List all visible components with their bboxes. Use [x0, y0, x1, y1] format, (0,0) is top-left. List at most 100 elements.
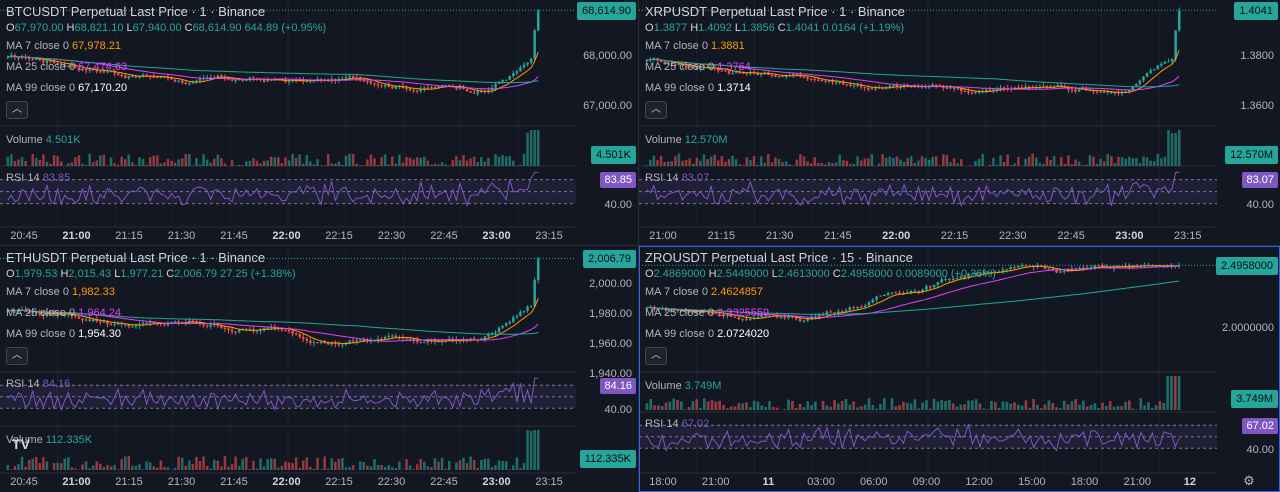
chart-panel-eth[interactable]: ETHUSDT Perpetual Last Price · 1 · Binan…	[0, 246, 638, 492]
volume-bar	[1042, 164, 1045, 166]
ma-legend-row[interactable]: MA 25 close 0 67,474.63	[6, 57, 326, 78]
chart-panel-btc[interactable]: BTCUSDT Perpetual Last Price · 1 · Binan…	[0, 0, 638, 245]
candle-body	[116, 322, 120, 325]
high-value: 2,015.43	[68, 268, 112, 280]
volume-bar	[659, 155, 663, 166]
candle-body	[1013, 267, 1016, 269]
symbol-title[interactable]: XRPUSDT Perpetual Last Price · 1 · Binan…	[645, 4, 905, 19]
symbol-title[interactable]: ZROUSDT Perpetual Last Price · 15 · Bina…	[645, 250, 913, 265]
chevron-up-icon[interactable]: ︿	[645, 101, 667, 119]
volume-bar	[706, 401, 710, 410]
time-axis[interactable]: 21:00 21:15 21:30 21:45 22:00 22:15 22:30 22:45…	[639, 230, 1217, 244]
ma-legend-row[interactable]: MA 7 close 0 2.4624857	[645, 282, 996, 303]
volume-bar	[725, 408, 729, 410]
candle-body	[6, 56, 10, 58]
chevron-up-icon[interactable]: ︿	[6, 347, 28, 365]
candle-body	[351, 340, 355, 342]
candle-body	[963, 91, 967, 93]
volume-bar	[1174, 132, 1177, 166]
ma-legend-row[interactable]: MA 7 close 0 1,982.33	[6, 282, 296, 303]
ma-legend-row[interactable]: MA 7 close 0 1.3881	[645, 36, 905, 57]
volume-bar	[401, 162, 405, 166]
time-axis[interactable]: 20:45 21:00 21:15 21:30 21:45 22:00 22:15 22:30…	[0, 230, 576, 244]
chevron-up-icon[interactable]: ︿	[645, 347, 667, 365]
time-axis[interactable]: 20:45 21:00 21:15 21:30 21:45 22:00 22:15 22:30…	[0, 476, 576, 490]
candle-body	[898, 292, 901, 294]
ma-legend-row[interactable]: MA 99 close 0 2.0724020	[645, 324, 996, 345]
price-axis-label: 1,980.00	[589, 308, 632, 320]
candle-body	[688, 65, 691, 68]
volume-bar	[316, 457, 319, 470]
time-axis-label: 21:00	[649, 230, 677, 242]
candle-body	[387, 335, 390, 338]
volume-bar	[262, 160, 266, 166]
candle-body	[124, 75, 127, 78]
volume-bar	[928, 408, 932, 410]
rsi-legend[interactable]: RSI 14 83.85	[6, 172, 70, 184]
time-axis[interactable]: 18:00 21:00 11 03:00 06:00 09:00 12:00 15:00 18:…	[639, 476, 1217, 490]
volume-bar	[465, 160, 469, 166]
volume-bar	[683, 409, 687, 410]
time-axis-label: 21:00	[62, 230, 91, 242]
candle-body	[522, 64, 526, 68]
candle-body	[722, 314, 725, 316]
candle-body	[663, 61, 666, 64]
chevron-up-icon[interactable]: ︿	[6, 101, 28, 119]
volume-legend[interactable]: Volume 12.570M	[645, 134, 728, 146]
rsi-legend[interactable]: RSI 14 67.02	[645, 418, 709, 430]
volume-bar	[695, 157, 699, 166]
gear-icon[interactable]: ⚙	[1243, 473, 1255, 488]
candle-body	[856, 306, 859, 309]
candle-body	[45, 314, 49, 316]
ma-legend-row[interactable]: MA 7 close 0 67,978.21	[6, 36, 326, 57]
horizontal-divider[interactable]	[0, 245, 1280, 246]
ma-legend-row[interactable]: MA 25 close 0 1,964.24	[6, 303, 296, 324]
volume-bar	[863, 404, 867, 410]
volume-legend[interactable]: Volume 112.335K	[6, 434, 92, 446]
candle-body	[717, 68, 720, 71]
volume-bar	[398, 154, 401, 166]
volume-bar	[433, 458, 437, 470]
tradingview-logo-icon[interactable]: TV	[12, 436, 30, 452]
candle-body	[145, 74, 148, 76]
chart-panel-zro[interactable]: ZROUSDT Perpetual Last Price · 15 · Bina…	[639, 246, 1280, 492]
volume-bar	[824, 164, 827, 166]
volume-bar	[31, 154, 34, 166]
candle-body	[845, 84, 849, 86]
symbol-title[interactable]: BTCUSDT Perpetual Last Price · 1 · Binan…	[6, 4, 266, 19]
candle-body	[67, 65, 70, 67]
volume-bar	[198, 460, 202, 470]
volume-bar	[759, 156, 763, 166]
candle-body	[476, 91, 479, 94]
volume-bar	[405, 459, 408, 470]
chart-panel-xrp[interactable]: XRPUSDT Perpetual Last Price · 1 · Binan…	[639, 0, 1280, 245]
rsi-legend[interactable]: RSI 14 84.16	[6, 378, 70, 390]
chart-canvas[interactable]	[0, 246, 576, 492]
volume-bar	[245, 457, 248, 470]
ma-legend-row[interactable]: MA 25 close 0 1.3764	[645, 57, 905, 78]
ma-legend-row[interactable]: MA 25 close 0 2.3325559	[645, 303, 996, 324]
volume-legend[interactable]: Volume 3.749M	[645, 380, 721, 392]
symbol-title[interactable]: ETHUSDT Perpetual Last Price · 1 · Binan…	[6, 250, 266, 265]
volume-bar	[490, 467, 494, 470]
candle-body	[526, 306, 529, 311]
time-axis-label: 09:00	[912, 476, 941, 488]
volume-bar	[116, 164, 120, 166]
volume-bar	[344, 467, 348, 470]
ma-legend-row[interactable]: MA 99 close 0 67,170.20	[6, 78, 326, 99]
last-price-tag: 2.4958000	[1216, 257, 1278, 276]
chart-canvas[interactable]	[0, 0, 576, 245]
volume-bar	[38, 159, 42, 166]
candle-body	[455, 86, 458, 89]
ma-legend-row[interactable]: MA 99 close 0 1.3714	[645, 78, 905, 99]
volume-bar	[1093, 403, 1097, 410]
chart-canvas[interactable]	[639, 0, 1217, 245]
candle-body	[1056, 85, 1059, 87]
chart-canvas[interactable]	[639, 246, 1217, 492]
candle-body	[358, 77, 362, 80]
volume-legend[interactable]: Volume 4.501K	[6, 134, 81, 146]
rsi-legend[interactable]: RSI 14 83.07	[645, 172, 709, 184]
ma-legend-row[interactable]: MA 99 close 0 1,954.30	[6, 324, 296, 345]
vertical-divider[interactable]	[638, 0, 639, 492]
candle-body	[405, 87, 408, 89]
